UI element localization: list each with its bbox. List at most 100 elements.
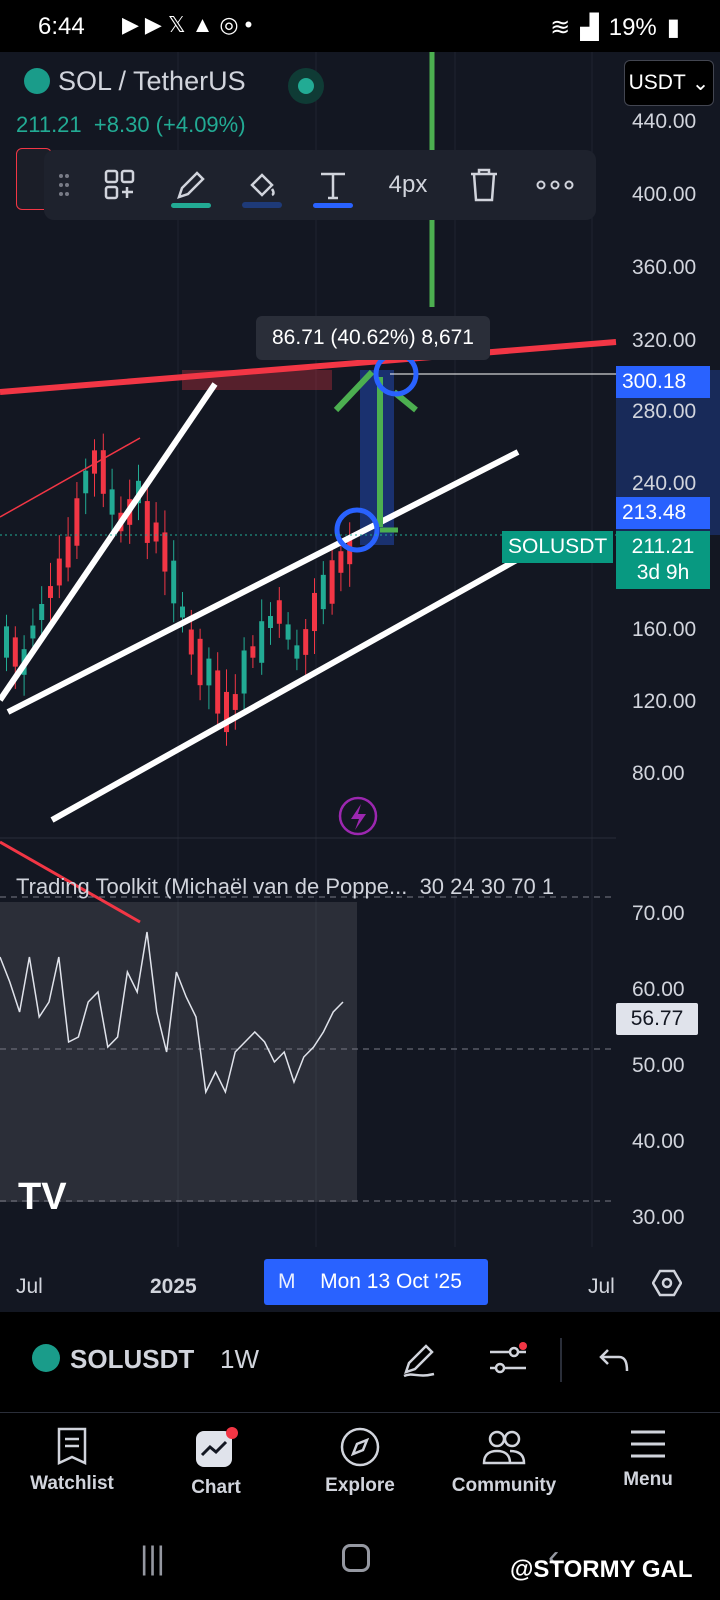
price-tick: 80.00	[632, 762, 685, 785]
last-price: 211.21	[16, 112, 82, 137]
text-icon	[321, 172, 345, 200]
timeframe-selector[interactable]: 1W	[220, 1344, 259, 1374]
candle-body	[250, 646, 256, 658]
candle-body	[144, 501, 150, 543]
candle-body	[100, 450, 106, 494]
community-icon	[482, 1430, 526, 1465]
nav-watchlist[interactable]: Watchlist	[0, 1413, 144, 1520]
candle-body	[180, 606, 185, 618]
price-tick: 240.00	[632, 472, 697, 495]
nav-label: Community	[451, 1475, 557, 1496]
watchlist-icon	[57, 1427, 87, 1465]
indicator-params: 30 24 30 70 1	[419, 874, 555, 899]
nav-chart[interactable]: Chart	[144, 1413, 288, 1520]
symbol-title[interactable]: SOL / TetherUS	[58, 66, 246, 96]
bar-countdown: 3d 9h	[636, 561, 690, 584]
price-tick: 440.00	[632, 110, 697, 133]
symbol-logo-icon	[32, 1344, 60, 1372]
candle-body	[4, 626, 9, 658]
time-tick: Jul	[16, 1275, 43, 1298]
candle-body	[39, 603, 45, 621]
replay-lightning-icon	[338, 796, 378, 836]
indicator-legend[interactable]: Trading Toolkit (Michaël van de Poppe...…	[16, 874, 554, 900]
chart-canvas[interactable]: TV	[0, 52, 720, 1312]
recent-apps-icon[interactable]: |||	[140, 1540, 165, 1576]
price-tick: 160.00	[632, 618, 697, 641]
candle-body	[259, 621, 265, 663]
nav-community[interactable]: Community	[432, 1413, 576, 1520]
candle-body	[171, 560, 177, 604]
symbol-selector[interactable]: SOLUSDT	[70, 1344, 195, 1374]
chart-settings-icon[interactable]	[651, 1268, 683, 1303]
crosshair-date-partial: M	[278, 1270, 296, 1293]
candle-body	[74, 498, 80, 546]
home-icon[interactable]	[342, 1544, 370, 1572]
candle-body	[215, 670, 221, 714]
notification-icons: ▶ ▶ 𝕏 ▲ ◎ •	[122, 12, 252, 38]
undo-icon[interactable]	[598, 1346, 630, 1379]
entry-price-tag: 213.48	[616, 497, 710, 529]
measure-label: 86.71 (40.62%) 8,671	[256, 316, 490, 360]
nav-label: Menu	[623, 1469, 673, 1490]
app-icon: ▲	[191, 12, 214, 37]
symbol-bar	[0, 1312, 720, 1412]
time-tick: 2025	[150, 1275, 197, 1298]
paint-bucket-icon	[250, 173, 275, 197]
current-price: 211.21	[631, 535, 695, 558]
candle-body	[92, 450, 97, 474]
candle-body	[338, 551, 344, 573]
chart-icon	[196, 1427, 238, 1467]
price-tick: 120.00	[632, 690, 697, 713]
candle-body	[303, 629, 309, 655]
battery-label: 19%	[608, 13, 657, 41]
battery-icon: ▮	[666, 14, 680, 41]
candle-body	[320, 574, 326, 610]
indicators-settings-icon[interactable]	[488, 1342, 528, 1383]
candle-body	[109, 489, 115, 515]
status-time: 6:44	[38, 13, 85, 40]
crosshair-date: Mon 13 Oct '25	[320, 1270, 462, 1293]
line-width-button[interactable]: 4px	[388, 171, 428, 198]
currency-selector[interactable]: USDT ⌄	[624, 60, 714, 106]
nav-label: Explore	[325, 1475, 395, 1496]
candle-body	[312, 592, 317, 632]
compass-icon	[340, 1427, 380, 1467]
crosshair-date-tag: M Mon 13 Oct '25	[264, 1259, 488, 1305]
wifi-icon: ≋	[550, 14, 571, 41]
more-dot-icon: •	[244, 12, 253, 37]
fill-color-button[interactable]	[226, 150, 298, 220]
text-color-button[interactable]	[298, 150, 368, 220]
nav-menu[interactable]: Menu	[576, 1413, 720, 1520]
more-options-icon[interactable]	[520, 150, 590, 220]
line-color-button[interactable]	[156, 150, 226, 220]
time-tick: Jul	[588, 1275, 615, 1298]
rsi-line	[0, 931, 344, 1095]
candle-body	[241, 650, 247, 694]
nav-label: Watchlist	[30, 1473, 114, 1494]
price-change: 211.21 +8.30 (+4.09%)	[16, 112, 246, 138]
templates-icon[interactable]	[84, 150, 156, 220]
change-value: +8.30 (+4.09%)	[93, 112, 246, 137]
price-tick: 360.00	[632, 256, 697, 279]
rsi-tick: 30.00	[632, 1206, 685, 1229]
indicator-title: Trading Toolkit (Michaël van de Poppe...	[16, 874, 408, 899]
currency-label: USDT	[628, 71, 686, 94]
menu-icon	[631, 1430, 665, 1458]
chevron-down-icon: ⌄	[691, 71, 710, 95]
draw-tool-icon[interactable]	[400, 1340, 438, 1383]
rsi-tick: 50.00	[632, 1054, 685, 1077]
price-tick: 320.00	[632, 329, 697, 352]
drag-handle-icon[interactable]	[44, 150, 84, 220]
candle-body	[48, 586, 53, 598]
rsi-tick: 60.00	[632, 978, 685, 1001]
candle-body	[162, 532, 168, 572]
market-open-icon	[288, 68, 324, 104]
candle-body	[12, 637, 18, 667]
nav-explore[interactable]: Explore	[288, 1413, 432, 1520]
drawing-toolbar: 4px	[44, 150, 596, 220]
candle-body	[285, 624, 291, 640]
back-icon[interactable]: ‹	[548, 1538, 560, 1576]
trash-icon[interactable]	[448, 150, 520, 220]
coin-app-icon: ◎	[219, 12, 239, 37]
candle-body	[65, 536, 71, 568]
